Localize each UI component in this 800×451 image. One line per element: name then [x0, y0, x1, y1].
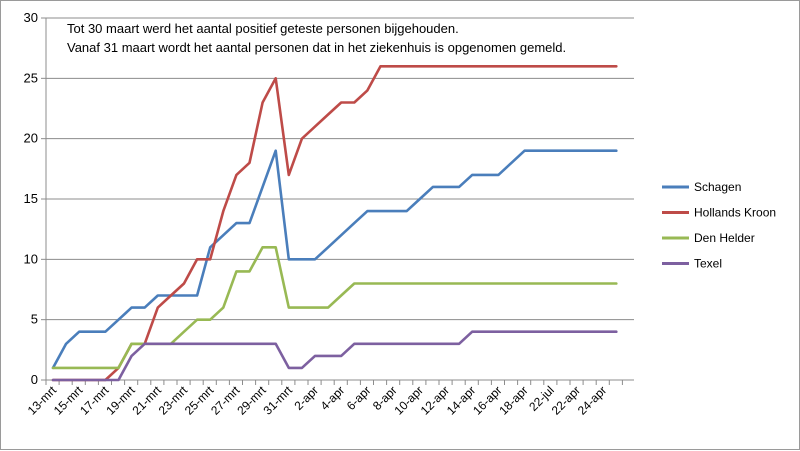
annotation-line-2: Vanaf 31 maart wordt het aantal personen…: [67, 40, 566, 55]
legend-label: Den Helder: [694, 231, 755, 245]
x-tick-label: 24-apr: [575, 383, 609, 417]
x-tick-label: 10-apr: [391, 383, 425, 417]
x-tick-labels: 13-mrt15-mrt17-mrt19-mrt21-mrt23-mrt25-m…: [25, 383, 610, 418]
y-tick-label: 10: [24, 251, 38, 266]
y-tick-label: 0: [31, 372, 38, 387]
y-tick-label: 20: [24, 131, 38, 146]
legend: Schagen Hollands Kroon Den Helder Texel: [662, 180, 776, 271]
x-tick-label: 18-apr: [496, 383, 530, 417]
y-tick-labels: 0 5 10 15 20 25 30: [24, 10, 38, 387]
legend-label: Texel: [694, 257, 722, 271]
x-tick-label: 31-mrt: [261, 383, 296, 418]
x-tick-label: 2-apr: [291, 383, 321, 413]
series-line-schagen: [51, 149, 618, 370]
annotation-line-1: Tot 30 maart werd het aantal positief ge…: [67, 21, 459, 36]
x-tick-label: 12-apr: [418, 383, 452, 417]
legend-label: Schagen: [694, 180, 741, 194]
x-tick-label: 6-apr: [344, 383, 374, 413]
series-line-hollands-kroon: [51, 65, 618, 382]
x-tick-label: 16-apr: [470, 383, 504, 417]
series-line-texel: [51, 330, 618, 382]
x-tick-label: 22-apr: [549, 383, 583, 417]
axes: [45, 18, 634, 385]
x-tick-label: 14-apr: [444, 383, 478, 417]
gridlines: [41, 17, 634, 381]
y-tick-label: 15: [24, 191, 38, 206]
y-tick-label: 5: [31, 312, 38, 327]
series-lines: [51, 65, 618, 382]
annotation: Tot 30 maart werd het aantal positief ge…: [67, 21, 566, 55]
y-tick-label: 25: [24, 70, 38, 85]
y-tick-label: 30: [24, 10, 38, 25]
x-tick-label: 4-apr: [318, 383, 348, 413]
legend-label: Hollands Kroon: [694, 206, 776, 220]
